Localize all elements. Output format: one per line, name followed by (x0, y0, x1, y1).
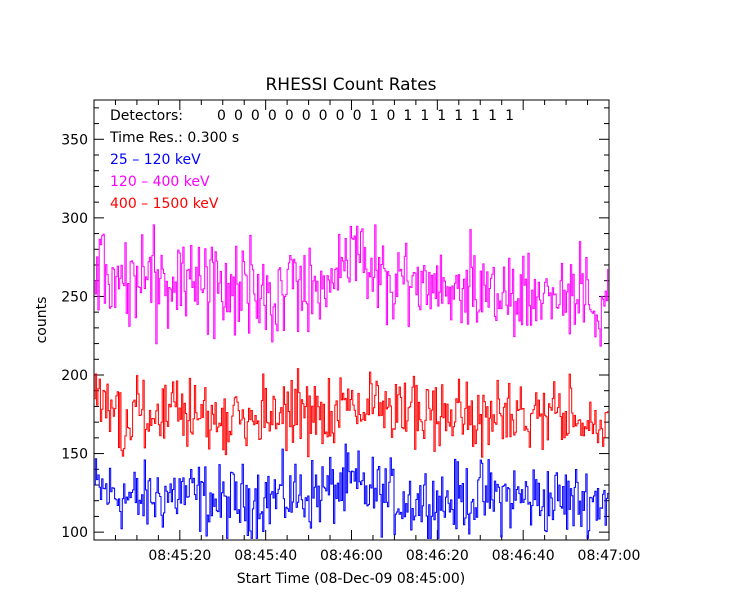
x-tick-label: 08:46:40 (492, 548, 555, 564)
legend-series-2: 400 – 1500 keV (110, 196, 219, 212)
x-tick-label: 08:45:20 (148, 548, 211, 564)
x-tick-label: 08:47:00 (578, 548, 641, 564)
series-line-2 (94, 368, 609, 458)
series-layer (94, 224, 609, 539)
y-axis-label: counts (34, 297, 50, 344)
series-line-1 (94, 224, 609, 347)
legend-series-1: 120 – 400 keV (110, 174, 210, 190)
y-tick-label: 300 (61, 211, 88, 227)
detectors-value: 0 0 0 0 0 0 0 0 0 1 0 1 1 1 1 1 1 1 (217, 108, 514, 124)
chart-title: RHESSI Count Rates (265, 75, 436, 95)
series-line-0 (94, 443, 609, 539)
y-tick-label: 250 (61, 289, 88, 305)
y-axis: 100 150 200 250 300 350 (61, 107, 609, 541)
y-tick-label: 150 (61, 447, 88, 463)
legend-series-0: 25 – 120 keV (110, 152, 201, 168)
x-tick-label: 08:45:40 (234, 548, 297, 564)
time-resolution: Time Res.: 0.300 s (109, 130, 239, 146)
detectors-label: Detectors: (110, 108, 183, 124)
y-tick-label: 100 (61, 525, 88, 541)
x-tick-label: 08:46:20 (406, 548, 469, 564)
annotation-block: Detectors: 0 0 0 0 0 0 0 0 0 1 0 1 1 1 1… (109, 108, 514, 212)
x-tick-label: 08:46:00 (320, 548, 383, 564)
y-tick-label: 200 (61, 368, 88, 384)
x-axis-label: Start Time (08-Dec-09 08:45:00) (237, 571, 465, 587)
y-tick-label: 350 (61, 132, 88, 148)
